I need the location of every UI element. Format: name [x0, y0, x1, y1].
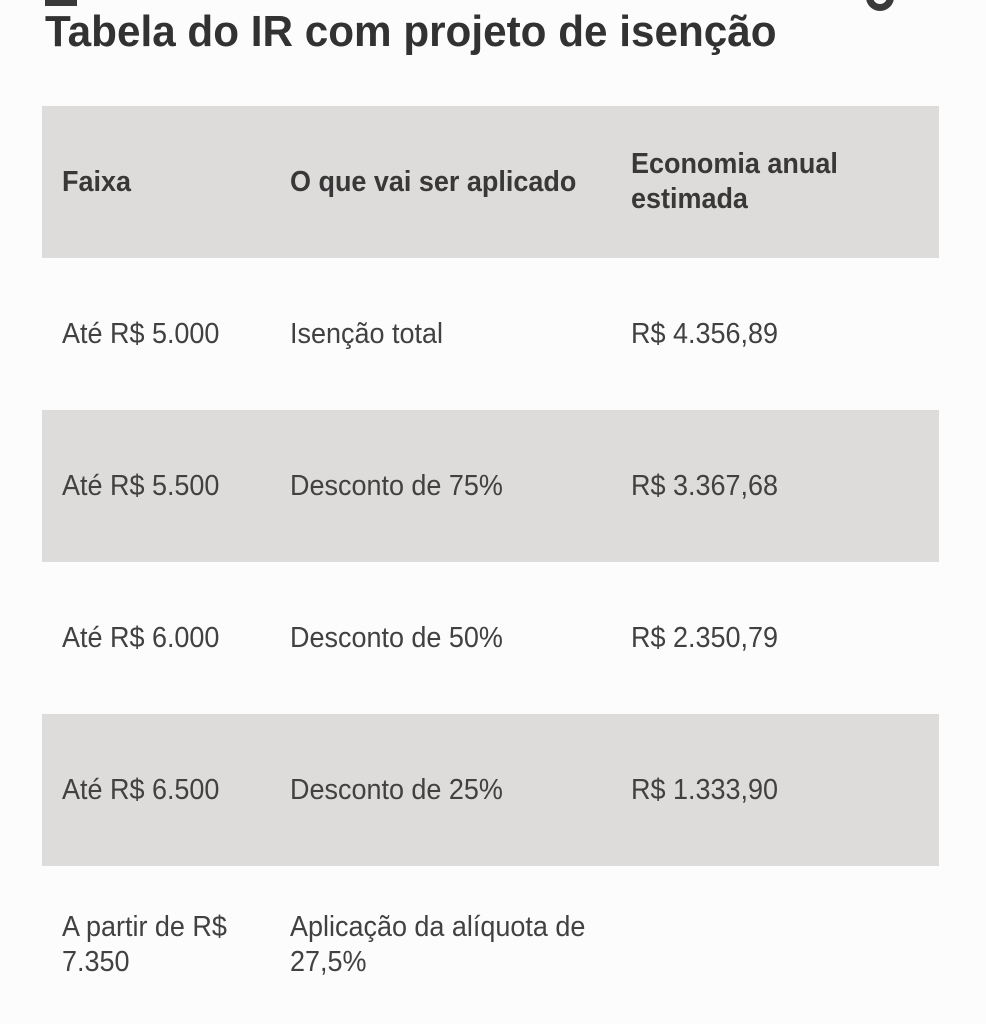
cell-faixa-value: Até R$ 6.000: [62, 621, 220, 654]
table-row: A partir de R$ 7.350 Aplicação da alíquo…: [42, 866, 939, 1024]
cell-faixa-value: Até R$ 5.000: [62, 317, 220, 350]
cell-economia: [631, 928, 939, 963]
cell-faixa: A partir de R$ 7.350: [42, 910, 290, 980]
cell-economia: R$ 4.356,89: [631, 317, 939, 352]
cell-aplicado-value: Desconto de 25%: [290, 773, 503, 806]
column-header-faixa: Faixa: [42, 165, 290, 200]
page-title: Tabela do IR com projeto de isenção: [45, 6, 807, 59]
column-header-economia: Economia anual estimada: [631, 147, 939, 217]
cell-aplicado: Aplicação da alíquota de 27,5%: [290, 910, 631, 980]
cell-faixa-value: Até R$ 6.500: [62, 773, 220, 806]
cell-faixa-value: A partir de R$ 7.350: [62, 911, 227, 978]
cell-aplicado-value: Isenção total: [290, 317, 443, 350]
table-row: Até R$ 6.000 Desconto de 50% R$ 2.350,79: [42, 562, 939, 714]
cell-faixa: Até R$ 6.000: [42, 621, 290, 656]
cell-aplicado-value: Desconto de 75%: [290, 469, 503, 502]
cell-aplicado: Isenção total: [290, 317, 631, 352]
cell-faixa: Até R$ 6.500: [42, 773, 290, 808]
cell-faixa: Até R$ 5.000: [42, 317, 290, 352]
cropped-text-fragment-right: [866, 0, 894, 11]
cell-economia-value: R$ 3.367,68: [631, 469, 778, 502]
table-header-row: Faixa O que vai ser aplicado Economia an…: [42, 106, 939, 258]
column-header-faixa-label: Faixa: [62, 165, 131, 198]
cell-aplicado-value: Aplicação da alíquota de 27,5%: [290, 911, 586, 978]
cropped-text-fragment-left: [45, 0, 77, 6]
page-title-text: Tabela do IR com projeto de isenção: [45, 7, 777, 56]
cell-faixa-value: Até R$ 5.500: [62, 469, 220, 502]
cell-aplicado: Desconto de 75%: [290, 469, 631, 504]
cell-economia: R$ 1.333,90: [631, 773, 939, 808]
column-header-aplicado-label: O que vai ser aplicado: [290, 165, 577, 198]
column-header-aplicado: O que vai ser aplicado: [290, 165, 631, 200]
cell-aplicado: Desconto de 50%: [290, 621, 631, 656]
cell-aplicado-value: Desconto de 50%: [290, 621, 503, 654]
cell-aplicado: Desconto de 25%: [290, 773, 631, 808]
table-row: Até R$ 6.500 Desconto de 25% R$ 1.333,90: [42, 714, 939, 866]
cell-economia: R$ 3.367,68: [631, 469, 939, 504]
cell-faixa: Até R$ 5.500: [42, 469, 290, 504]
cell-economia-value: R$ 1.333,90: [631, 773, 778, 806]
cell-economia: R$ 2.350,79: [631, 621, 939, 656]
table-row: Até R$ 5.500 Desconto de 75% R$ 3.367,68: [42, 410, 939, 562]
table-row: Até R$ 5.000 Isenção total R$ 4.356,89: [42, 258, 939, 410]
cell-economia-value: R$ 4.356,89: [631, 317, 778, 350]
ir-table: Faixa O que vai ser aplicado Economia an…: [42, 106, 939, 1024]
column-header-economia-label: Economia anual estimada: [631, 148, 838, 215]
cell-economia-value: R$ 2.350,79: [631, 621, 778, 654]
